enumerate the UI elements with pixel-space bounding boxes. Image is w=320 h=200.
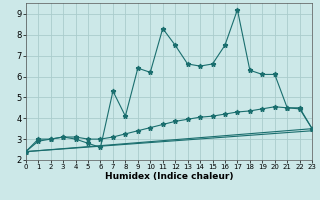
X-axis label: Humidex (Indice chaleur): Humidex (Indice chaleur) [105, 172, 233, 181]
